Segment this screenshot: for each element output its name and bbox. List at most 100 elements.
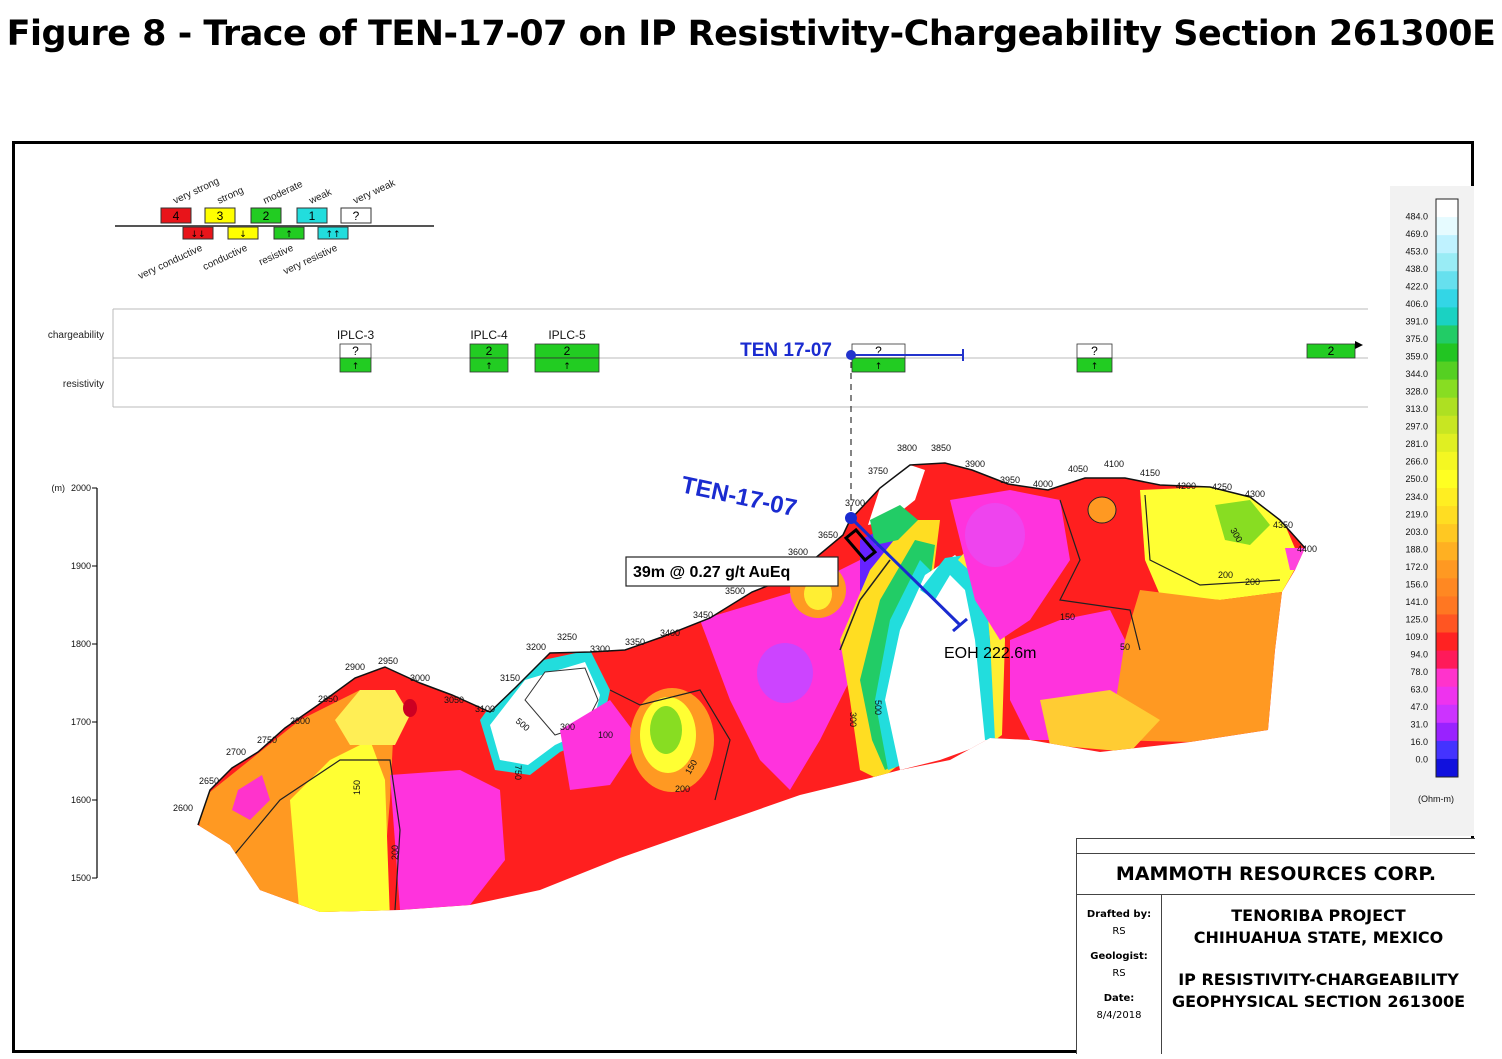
colorbar-swatch xyxy=(1436,199,1458,218)
drafted-by-label: Drafted by: xyxy=(1086,909,1152,920)
legend-chargeability-value: ? xyxy=(353,209,360,223)
station-label: 3400 xyxy=(660,628,680,638)
legend-chargeability-value: 4 xyxy=(173,209,180,223)
strip-resistivity-arrow: ↑ xyxy=(563,362,571,372)
station-label: 2700 xyxy=(226,747,246,757)
station-label: 4100 xyxy=(1104,459,1124,469)
contour-label: 200 xyxy=(1218,570,1233,580)
geologist-label: Geologist: xyxy=(1090,951,1148,962)
legend-chargeability-swatch xyxy=(204,207,236,224)
station-label: 4000 xyxy=(1033,479,1053,489)
station-label: 4200 xyxy=(1176,481,1196,491)
colorbar-tick-label: 109.0 xyxy=(1405,632,1428,642)
strip-anomaly-name: IPLC-5 xyxy=(548,328,586,342)
colorbar-swatch xyxy=(1436,578,1458,597)
colorbar-swatch xyxy=(1436,488,1458,507)
colorbar-ticks: 484.0 469.0 453.0 438.0 422.0 406.0 391.0 375.0… xyxy=(1405,212,1428,765)
drill-hole-end xyxy=(952,617,968,633)
colorbar-swatch xyxy=(1436,361,1458,381)
legend-resistivity-label: conductive xyxy=(201,243,249,273)
colorbar-swatch xyxy=(1436,704,1458,724)
eoh-label: EOH 222.6m xyxy=(944,645,1036,662)
station-label: 3250 xyxy=(557,632,577,642)
strip-anomaly-name: IPLC-3 xyxy=(337,328,375,342)
colorbar-tick-label: 234.0 xyxy=(1405,492,1428,502)
colorbar-tick-label: 391.0 xyxy=(1405,317,1428,327)
elevation-tick-label: 1900 xyxy=(71,561,91,571)
colorbar-tick-label: 438.0 xyxy=(1405,264,1428,274)
legend-resistivity-label: very conductive xyxy=(137,243,205,283)
strip-resistivity-arrow: ↑ xyxy=(352,362,360,372)
zone-yellow-knob xyxy=(335,690,410,745)
contour-label: 200 xyxy=(390,845,400,860)
contour-label: 50 xyxy=(1120,642,1130,652)
station-label: 4050 xyxy=(1068,464,1088,474)
strip-chargeability-value: ? xyxy=(1091,344,1098,358)
zone-magenta-mid xyxy=(560,700,640,790)
legend-chargeability-label: moderate xyxy=(262,179,305,207)
colorbar-tick-label: 453.0 xyxy=(1405,247,1428,257)
colorbar-swatch xyxy=(1436,632,1458,652)
strip-anomalies: ? ↑ IPLC-3 2 ↑ IPLC-4 2 ↑ IPLC-5? ↑? ↑ 2 xyxy=(337,328,1356,373)
strip-chargeability-label: chargeability xyxy=(48,330,104,341)
zone-magenta-oval xyxy=(965,503,1025,567)
contour-line xyxy=(229,759,401,911)
colorbar-swatch xyxy=(1436,614,1458,633)
colorbar-tick-label: 281.0 xyxy=(1405,439,1428,449)
legend-chargeability-label: weak xyxy=(307,186,335,207)
contour-label: 200 xyxy=(1245,577,1260,587)
zone-yellow-right xyxy=(1140,487,1300,600)
topography-line xyxy=(197,462,1306,826)
strip-resistivity-box xyxy=(339,357,372,373)
station-label: 3200 xyxy=(526,642,546,652)
date-value: 8/4/2018 xyxy=(1096,1010,1142,1021)
colorbar-swatch xyxy=(1436,506,1458,525)
legend-chargeability-label: very strong xyxy=(172,176,221,207)
legend-resistivity-swatch xyxy=(227,226,259,240)
colorbar-unit: (Ohm-m) xyxy=(1418,794,1454,804)
colorbar-tick-label: 406.0 xyxy=(1405,299,1428,309)
colorbar-tick-label: 188.0 xyxy=(1405,544,1428,554)
strip-hole-label: TEN 17-07 xyxy=(740,340,832,361)
legend-chargeability-value: 2 xyxy=(263,209,270,223)
colorbar-tick-label: 16.0 xyxy=(1410,737,1428,747)
station-label: 3900 xyxy=(965,459,985,469)
colorbar-swatch xyxy=(1436,289,1458,308)
zone-orange-low xyxy=(1040,690,1160,752)
legend-resistivity-swatch xyxy=(273,226,305,240)
contour-label: 300 xyxy=(560,722,575,732)
zone-white-finger xyxy=(885,555,995,770)
colorbar-swatch xyxy=(1436,686,1458,706)
colorbar-tick-label: 422.0 xyxy=(1405,282,1428,292)
legend-chargeability-swatch xyxy=(250,207,282,224)
elevation-tick-label: 1800 xyxy=(71,639,91,649)
colorbar-tick-label: 219.0 xyxy=(1405,509,1428,519)
colorbar-swatch xyxy=(1436,415,1458,435)
zone-magenta-left xyxy=(390,770,505,910)
legend-chargeability-swatch xyxy=(340,207,372,224)
strip-chargeability-value: 2 xyxy=(1328,344,1335,358)
colorbar-swatch xyxy=(1436,596,1458,615)
colorbar-panel xyxy=(1390,186,1474,836)
zone-orange-dot xyxy=(1087,496,1117,524)
colorbar-tick-label: 328.0 xyxy=(1405,387,1428,397)
strip-chargeability-value: 2 xyxy=(486,344,493,358)
legend-chargeability-swatch xyxy=(160,207,192,224)
colorbar-swatch xyxy=(1436,668,1458,688)
legend-chargeability-swatch xyxy=(296,207,328,224)
project-line-1: TENORIBA PROJECT xyxy=(1231,906,1406,925)
station-label: 4150 xyxy=(1140,468,1160,478)
anomaly-strip: chargeability resistivity ? ↑ IPLC-3 2 ↑ IPLC… xyxy=(48,308,1368,513)
colorbar-swatch xyxy=(1436,469,1458,489)
contour-line xyxy=(839,559,891,651)
colorbar-swatch xyxy=(1436,758,1458,778)
contour-line xyxy=(1144,494,1281,586)
colorbar-swatch xyxy=(1436,650,1458,670)
legend-chargeability-value: 1 xyxy=(309,209,316,223)
strip-chargeability-value: 2 xyxy=(564,344,571,358)
colorbar-swatch xyxy=(1436,524,1458,543)
colorbar-tick-label: 344.0 xyxy=(1405,369,1428,379)
zone-red-spot xyxy=(403,699,417,717)
contour-label: 200 xyxy=(675,784,690,794)
colorbar-swatch xyxy=(1436,451,1458,471)
